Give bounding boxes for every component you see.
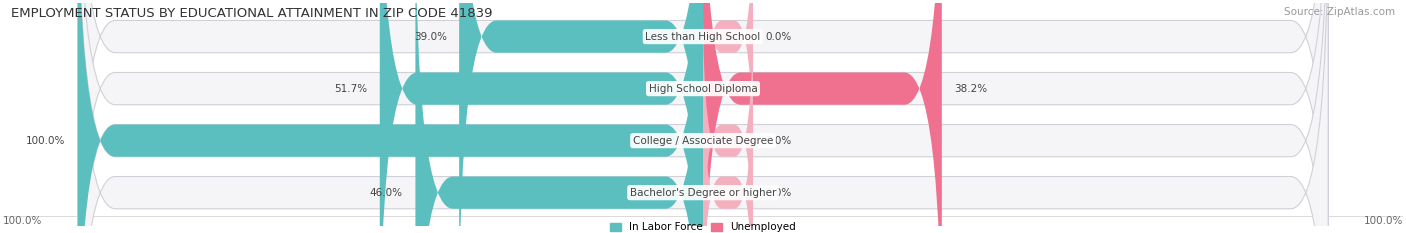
Text: 51.7%: 51.7% <box>335 84 367 94</box>
FancyBboxPatch shape <box>77 0 1329 233</box>
FancyBboxPatch shape <box>77 0 703 233</box>
Text: 46.0%: 46.0% <box>370 188 404 198</box>
Text: 100.0%: 100.0% <box>1364 216 1403 226</box>
Text: 100.0%: 100.0% <box>25 136 65 146</box>
FancyBboxPatch shape <box>415 0 703 233</box>
Text: 0.0%: 0.0% <box>765 188 792 198</box>
Text: College / Associate Degree: College / Associate Degree <box>633 136 773 146</box>
FancyBboxPatch shape <box>77 0 1329 233</box>
Text: High School Diploma: High School Diploma <box>648 84 758 94</box>
Text: Less than High School: Less than High School <box>645 32 761 41</box>
Text: 39.0%: 39.0% <box>413 32 447 41</box>
Text: Bachelor's Degree or higher: Bachelor's Degree or higher <box>630 188 776 198</box>
Legend: In Labor Force, Unemployed: In Labor Force, Unemployed <box>610 223 796 233</box>
FancyBboxPatch shape <box>703 53 754 233</box>
FancyBboxPatch shape <box>77 0 1329 233</box>
Text: 100.0%: 100.0% <box>3 216 42 226</box>
Text: 38.2%: 38.2% <box>955 84 987 94</box>
Text: 0.0%: 0.0% <box>765 136 792 146</box>
FancyBboxPatch shape <box>703 1 754 233</box>
FancyBboxPatch shape <box>703 0 754 177</box>
FancyBboxPatch shape <box>77 0 1329 233</box>
FancyBboxPatch shape <box>380 0 703 233</box>
FancyBboxPatch shape <box>460 0 703 233</box>
Text: 0.0%: 0.0% <box>765 32 792 41</box>
FancyBboxPatch shape <box>703 0 942 233</box>
Text: EMPLOYMENT STATUS BY EDUCATIONAL ATTAINMENT IN ZIP CODE 41839: EMPLOYMENT STATUS BY EDUCATIONAL ATTAINM… <box>11 7 492 20</box>
Text: Source: ZipAtlas.com: Source: ZipAtlas.com <box>1284 7 1395 17</box>
